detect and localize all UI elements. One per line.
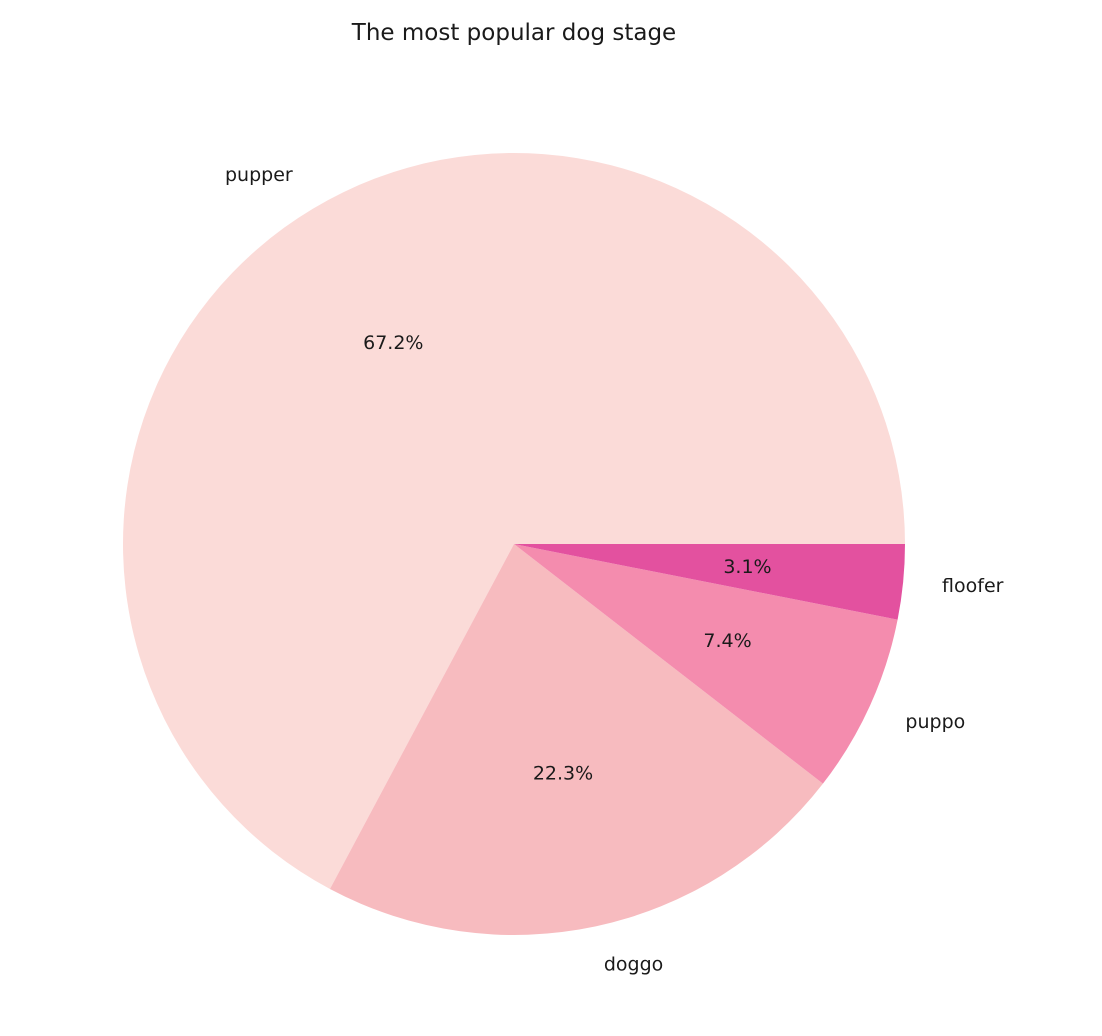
pie-slice-puppo — [514, 544, 898, 784]
slice-pct-label-floofer: 3.1% — [723, 556, 771, 578]
pie-slice-pupper — [122, 152, 906, 889]
slice-label-puppo: puppo — [905, 711, 965, 733]
slice-label-pupper: pupper — [225, 164, 293, 186]
slice-pct-label-doggo: 22.3% — [533, 762, 593, 784]
chart-title: The most popular dog stage — [351, 20, 677, 46]
pie-slice-doggo — [329, 544, 823, 936]
pie-slice-floofer — [514, 544, 905, 620]
slice-pct-label-puppo: 7.4% — [703, 630, 751, 652]
slice-pct-label-pupper: 67.2% — [363, 332, 423, 354]
slice-label-floofer: floofer — [942, 575, 1004, 597]
slice-label-doggo: doggo — [604, 954, 663, 976]
